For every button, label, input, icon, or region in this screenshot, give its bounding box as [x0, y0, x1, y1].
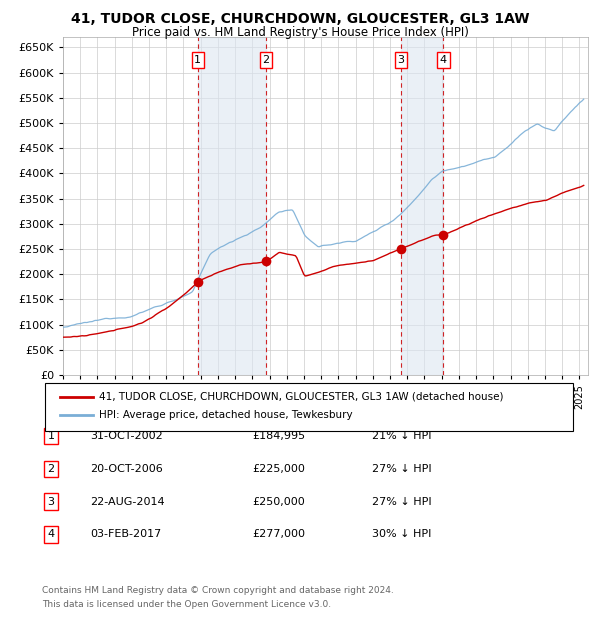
Bar — [401, 37, 443, 375]
Text: 22-AUG-2014: 22-AUG-2014 — [90, 497, 164, 507]
Text: £225,000: £225,000 — [252, 464, 305, 474]
Text: 27% ↓ HPI: 27% ↓ HPI — [372, 497, 431, 507]
Text: 30% ↓ HPI: 30% ↓ HPI — [372, 529, 431, 539]
Text: 41, TUDOR CLOSE, CHURCHDOWN, GLOUCESTER, GL3 1AW (detached house): 41, TUDOR CLOSE, CHURCHDOWN, GLOUCESTER,… — [99, 392, 503, 402]
Text: 21% ↓ HPI: 21% ↓ HPI — [372, 431, 431, 441]
Text: 3: 3 — [47, 497, 55, 507]
Text: 31-OCT-2002: 31-OCT-2002 — [90, 431, 163, 441]
Text: 4: 4 — [47, 529, 55, 539]
Text: 2: 2 — [47, 464, 55, 474]
Text: 03-FEB-2017: 03-FEB-2017 — [90, 529, 161, 539]
Text: 1: 1 — [47, 431, 55, 441]
Text: £250,000: £250,000 — [252, 497, 305, 507]
Text: Price paid vs. HM Land Registry's House Price Index (HPI): Price paid vs. HM Land Registry's House … — [131, 26, 469, 39]
Text: 4: 4 — [440, 55, 447, 65]
Text: 2: 2 — [263, 55, 269, 65]
Text: HPI: Average price, detached house, Tewkesbury: HPI: Average price, detached house, Tewk… — [99, 410, 353, 420]
Bar — [198, 37, 266, 375]
Text: Contains HM Land Registry data © Crown copyright and database right 2024.: Contains HM Land Registry data © Crown c… — [42, 586, 394, 595]
Text: 20-OCT-2006: 20-OCT-2006 — [90, 464, 163, 474]
Text: 41, TUDOR CLOSE, CHURCHDOWN, GLOUCESTER, GL3 1AW: 41, TUDOR CLOSE, CHURCHDOWN, GLOUCESTER,… — [71, 12, 529, 27]
Text: 1: 1 — [194, 55, 201, 65]
Text: 27% ↓ HPI: 27% ↓ HPI — [372, 464, 431, 474]
Text: £184,995: £184,995 — [252, 431, 305, 441]
Text: 3: 3 — [398, 55, 404, 65]
Text: £277,000: £277,000 — [252, 529, 305, 539]
Text: This data is licensed under the Open Government Licence v3.0.: This data is licensed under the Open Gov… — [42, 600, 331, 609]
